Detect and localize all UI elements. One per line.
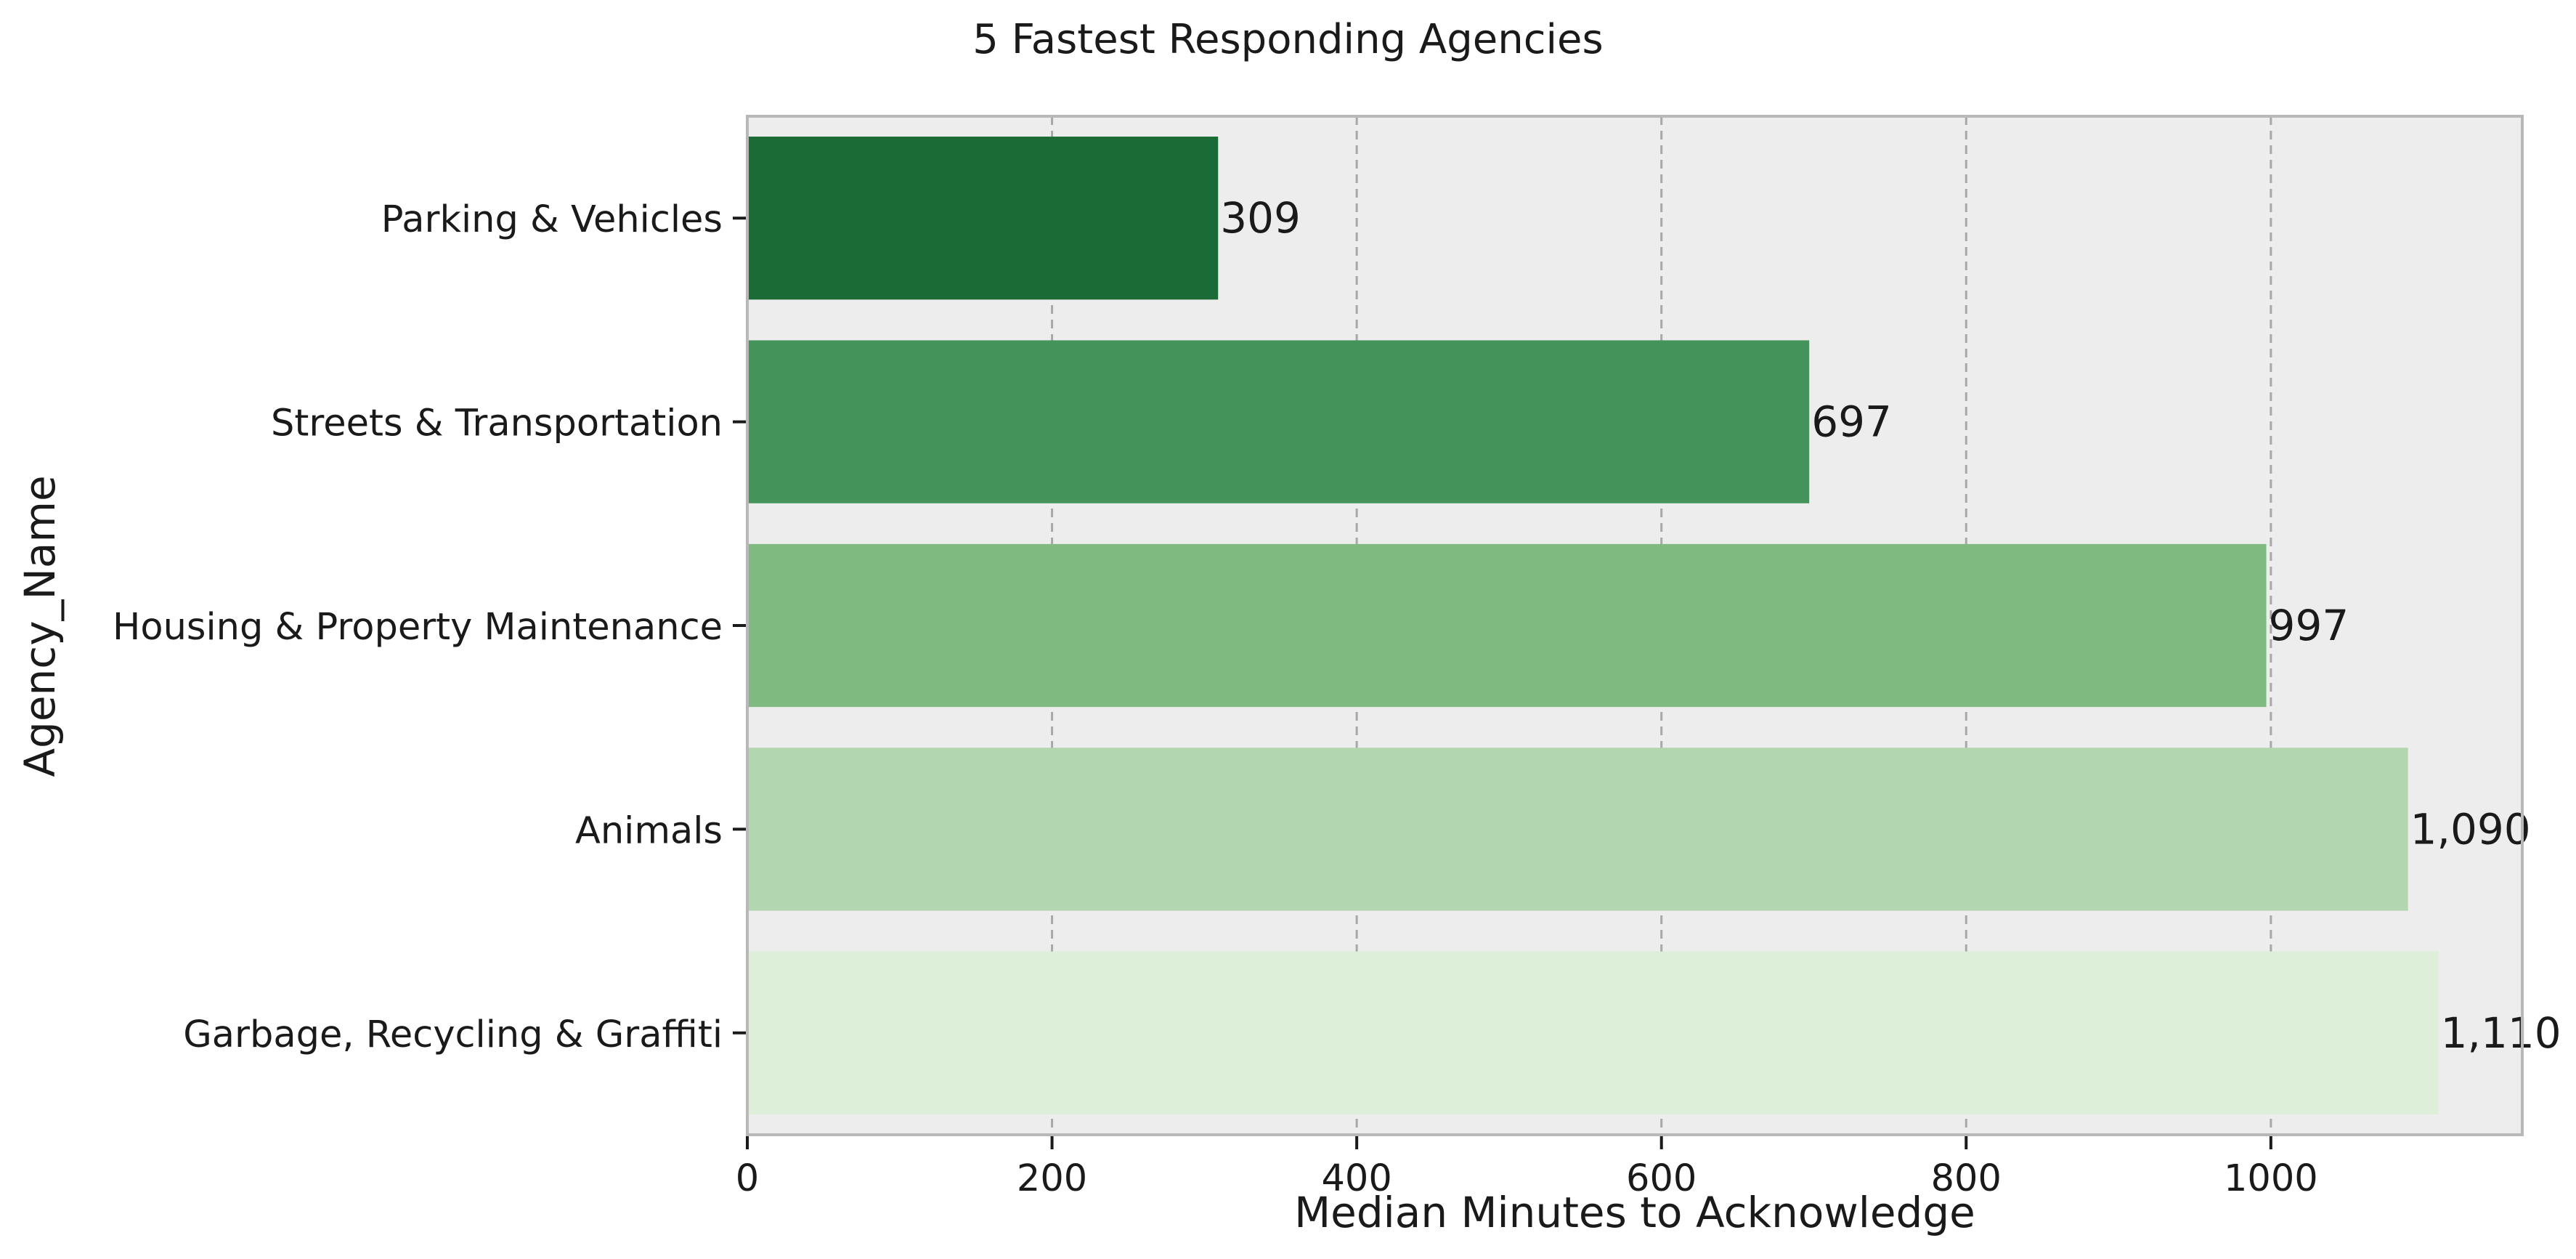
x-axis-title: Median Minutes to Acknowledge [1294, 1188, 1975, 1237]
bar-value-label: 1,110 [2441, 1008, 2561, 1058]
x-tick-label: 800 [1931, 1157, 2002, 1200]
plot-frame [746, 115, 2524, 1136]
bar [747, 951, 2439, 1114]
bar-value-label: 697 [1811, 397, 1892, 447]
x-axis: 0 200 400 600 800 1000 [736, 1135, 2318, 1200]
bar [747, 748, 2408, 911]
x-tick-label: 1000 [2224, 1157, 2318, 1200]
bar-value-label: 309 [1220, 193, 1301, 243]
chart-title: 5 Fastest Responding Agencies [972, 16, 1604, 63]
y-tick-label: Housing & Property Maintenance [113, 606, 723, 649]
bar-value-labels: 309 697 997 1,090 1,110 [1220, 193, 2561, 1058]
bar-value-label: 1,090 [2410, 804, 2531, 854]
bar [747, 137, 1219, 300]
y-tick-label: Parking & Vehicles [381, 198, 723, 241]
y-tick-label: Animals [575, 809, 723, 852]
x-tick-label: 200 [1017, 1157, 1087, 1200]
x-tick-label: 0 [736, 1157, 759, 1200]
y-tick-label: Garbage, Recycling & Graffiti [183, 1013, 723, 1056]
bar-value-label: 997 [2269, 601, 2349, 650]
x-tick-label: 600 [1626, 1157, 1697, 1200]
bars [747, 137, 2439, 1114]
y-axis-title: Agency_Name [15, 475, 65, 777]
x-tick-label: 400 [1321, 1157, 1391, 1200]
y-tick-label: Streets & Transportation [271, 402, 723, 445]
bar [747, 340, 1810, 503]
y-axis: Parking & Vehicles Streets & Transportati… [113, 115, 2524, 1136]
bar [747, 543, 2267, 708]
